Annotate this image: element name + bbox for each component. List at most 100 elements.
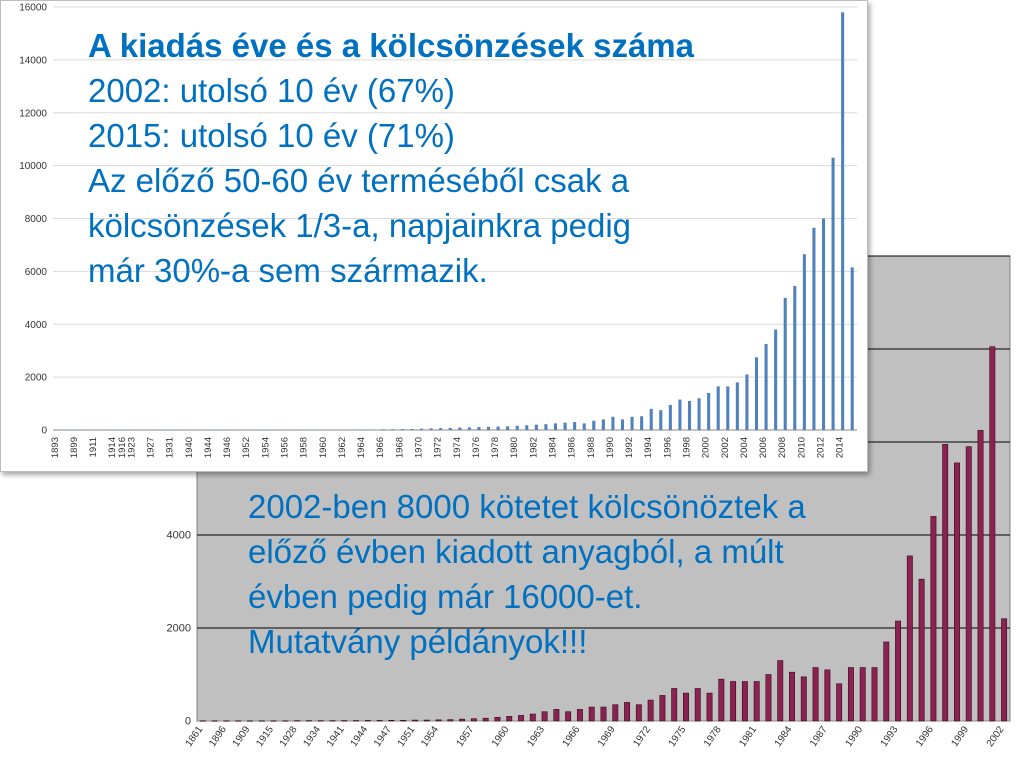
bar [247,720,253,722]
bar [541,711,548,722]
annotation-line: előző évben kiadott anyagból, a múlt [248,533,784,570]
bar [588,706,595,722]
bar [75,429,79,431]
x-tick-label: 1931 [165,437,176,458]
x-tick-label: 1916 [117,437,128,458]
bar [199,720,206,722]
bar [352,429,357,431]
x-tick-label: 1911 [88,437,99,457]
bar [209,429,213,431]
bar [647,699,654,722]
bar [171,429,175,431]
bar [812,227,816,430]
bar [678,399,682,430]
bottom-annotation: 2002-ben 8000 kötetet kölcsönöztek a elő… [248,484,806,664]
x-tick-label: 1896 [207,724,229,749]
x-tick-label: 2008 [777,437,788,458]
annotation-line: 2002: utolsó 10 év (67%) [88,72,455,109]
x-tick-label: 1958 [299,437,310,458]
y-tick-label: 4000 [25,320,48,331]
bar [84,429,89,431]
bar [132,429,136,431]
x-tick-label: 1966 [375,437,386,458]
bar [592,420,596,430]
bar [859,667,866,722]
bar [518,715,524,722]
x-tick-label: 1923 [126,437,137,458]
bar [477,427,481,430]
bar [764,344,768,430]
bar [624,702,631,722]
bar [620,419,625,430]
bar [341,720,348,722]
x-tick-label: 1987 [808,724,830,749]
y-tick-label: 2000 [25,373,48,384]
bar [640,416,644,430]
x-tick-label: 1990 [843,724,865,749]
bar [942,444,949,722]
x-tick-label: 1960 [490,724,512,749]
bar [470,718,477,722]
bar [847,667,854,722]
bar [151,429,156,431]
x-tick-label: 1972 [433,437,444,458]
x-tick-label: 1909 [231,724,253,749]
bar [883,641,890,722]
bar [765,674,772,722]
annotation-line: Az előző 50-60 év terméséből csak a [88,162,630,199]
bar [534,424,538,430]
x-tick-label: 1996 [662,437,673,458]
x-tick-label: 2014 [835,437,846,458]
x-tick-label: 1946 [222,437,233,458]
bar [486,426,491,430]
bar [753,681,760,722]
bar [506,426,510,430]
x-tick-label: 1970 [414,437,425,458]
bar [104,429,108,431]
bar [824,669,831,722]
bar [553,709,560,722]
x-tick-label: 1893 [50,437,61,458]
bar [459,718,466,722]
bar [525,425,529,430]
bar [381,429,385,430]
bar [774,329,778,430]
x-tick-label: 1974 [452,437,463,458]
x-tick-label: 1956 [280,437,291,458]
bar [333,429,337,431]
bar [266,429,270,431]
x-tick-label: 1999 [949,724,971,749]
bar [113,429,117,431]
x-tick-label: 1941 [325,724,347,749]
bar [630,416,634,430]
bar [506,716,513,722]
bar [697,398,701,430]
bar [65,429,69,431]
bar [754,357,759,430]
bar [600,706,607,722]
bar [706,692,713,722]
y-tick-label: 0 [185,716,191,728]
bar [257,429,261,431]
y-tick-label: 2000 [167,623,191,635]
x-tick-label: 1960 [318,437,329,458]
bar [965,446,972,722]
annotation-line: kölcsönzések 1/3-a, napjainkra pedig [88,207,632,244]
annotation-line: 2015: utolsó 10 év (71%) [88,117,455,154]
bar [238,429,242,431]
x-tick-label: 2006 [758,437,769,458]
bar [735,382,739,430]
bar [918,578,925,722]
bar [573,422,577,430]
x-tick-label: 1986 [567,437,578,458]
x-tick-label: 1928 [278,724,300,749]
x-tick-label: 1934 [301,724,323,749]
x-tick-label: 1975 [667,724,689,749]
bar [305,429,309,431]
x-tick-label: 1984 [548,437,559,458]
bar [329,720,336,722]
bar [439,428,443,430]
bar [412,719,418,722]
bar [977,430,984,722]
bar [400,429,404,430]
